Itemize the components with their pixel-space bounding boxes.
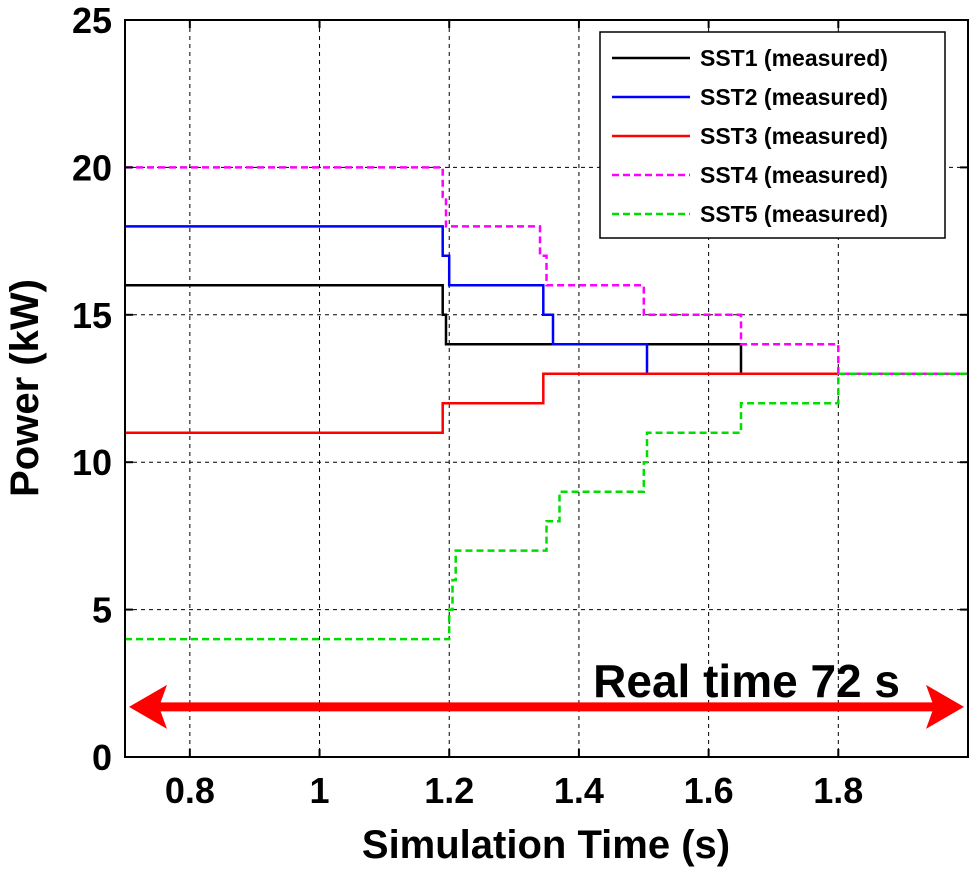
x-tick-label: 1 <box>310 770 330 811</box>
legend-label-sst4: SST4 (measured) <box>700 162 888 188</box>
legend-label-sst3: SST3 (measured) <box>700 123 888 149</box>
series-line-sst2 <box>125 225 968 376</box>
x-tick-label: 1.4 <box>554 770 604 811</box>
x-tick-label: 1.6 <box>684 770 734 811</box>
legend-label-sst5: SST5 (measured) <box>700 201 888 227</box>
series-line-sst4 <box>125 166 968 376</box>
tick-labels: 0.8 1 1.2 1.4 1.6 1.8 0 5 10 15 20 25 <box>72 0 863 811</box>
y-tick-label: 25 <box>72 0 112 41</box>
y-tick-label: 0 <box>92 737 112 778</box>
legend-label-sst1: SST1 (measured) <box>700 45 888 71</box>
y-tick-label: 10 <box>72 442 112 483</box>
series-line-sst3 <box>125 372 968 434</box>
y-tick-label: 20 <box>72 147 112 188</box>
series-layer <box>125 166 968 641</box>
axis-ticks <box>125 19 968 758</box>
x-axis-label: Simulation Time (s) <box>362 823 730 867</box>
series-line-sst1 <box>125 284 968 376</box>
x-tick-label: 1.8 <box>813 770 863 811</box>
y-axis-label: Power (kW) <box>3 279 47 497</box>
y-tick-label: 15 <box>72 295 112 336</box>
x-tick-label: 0.8 <box>165 770 215 811</box>
y-tick-label: 5 <box>92 590 112 631</box>
arrow-head-left <box>129 684 167 729</box>
series-line-sst5 <box>125 372 968 641</box>
arrow-head-right <box>926 684 964 729</box>
real-time-annotation: Real time 72 s <box>129 655 964 729</box>
legend: SST1 (measured) SST2 (measured) SST3 (meas… <box>599 31 946 239</box>
real-time-label: Real time 72 s <box>593 655 900 707</box>
legend-label-sst2: SST2 (measured) <box>700 84 888 110</box>
plot-frame <box>124 19 969 758</box>
x-tick-label: 1.2 <box>424 770 474 811</box>
